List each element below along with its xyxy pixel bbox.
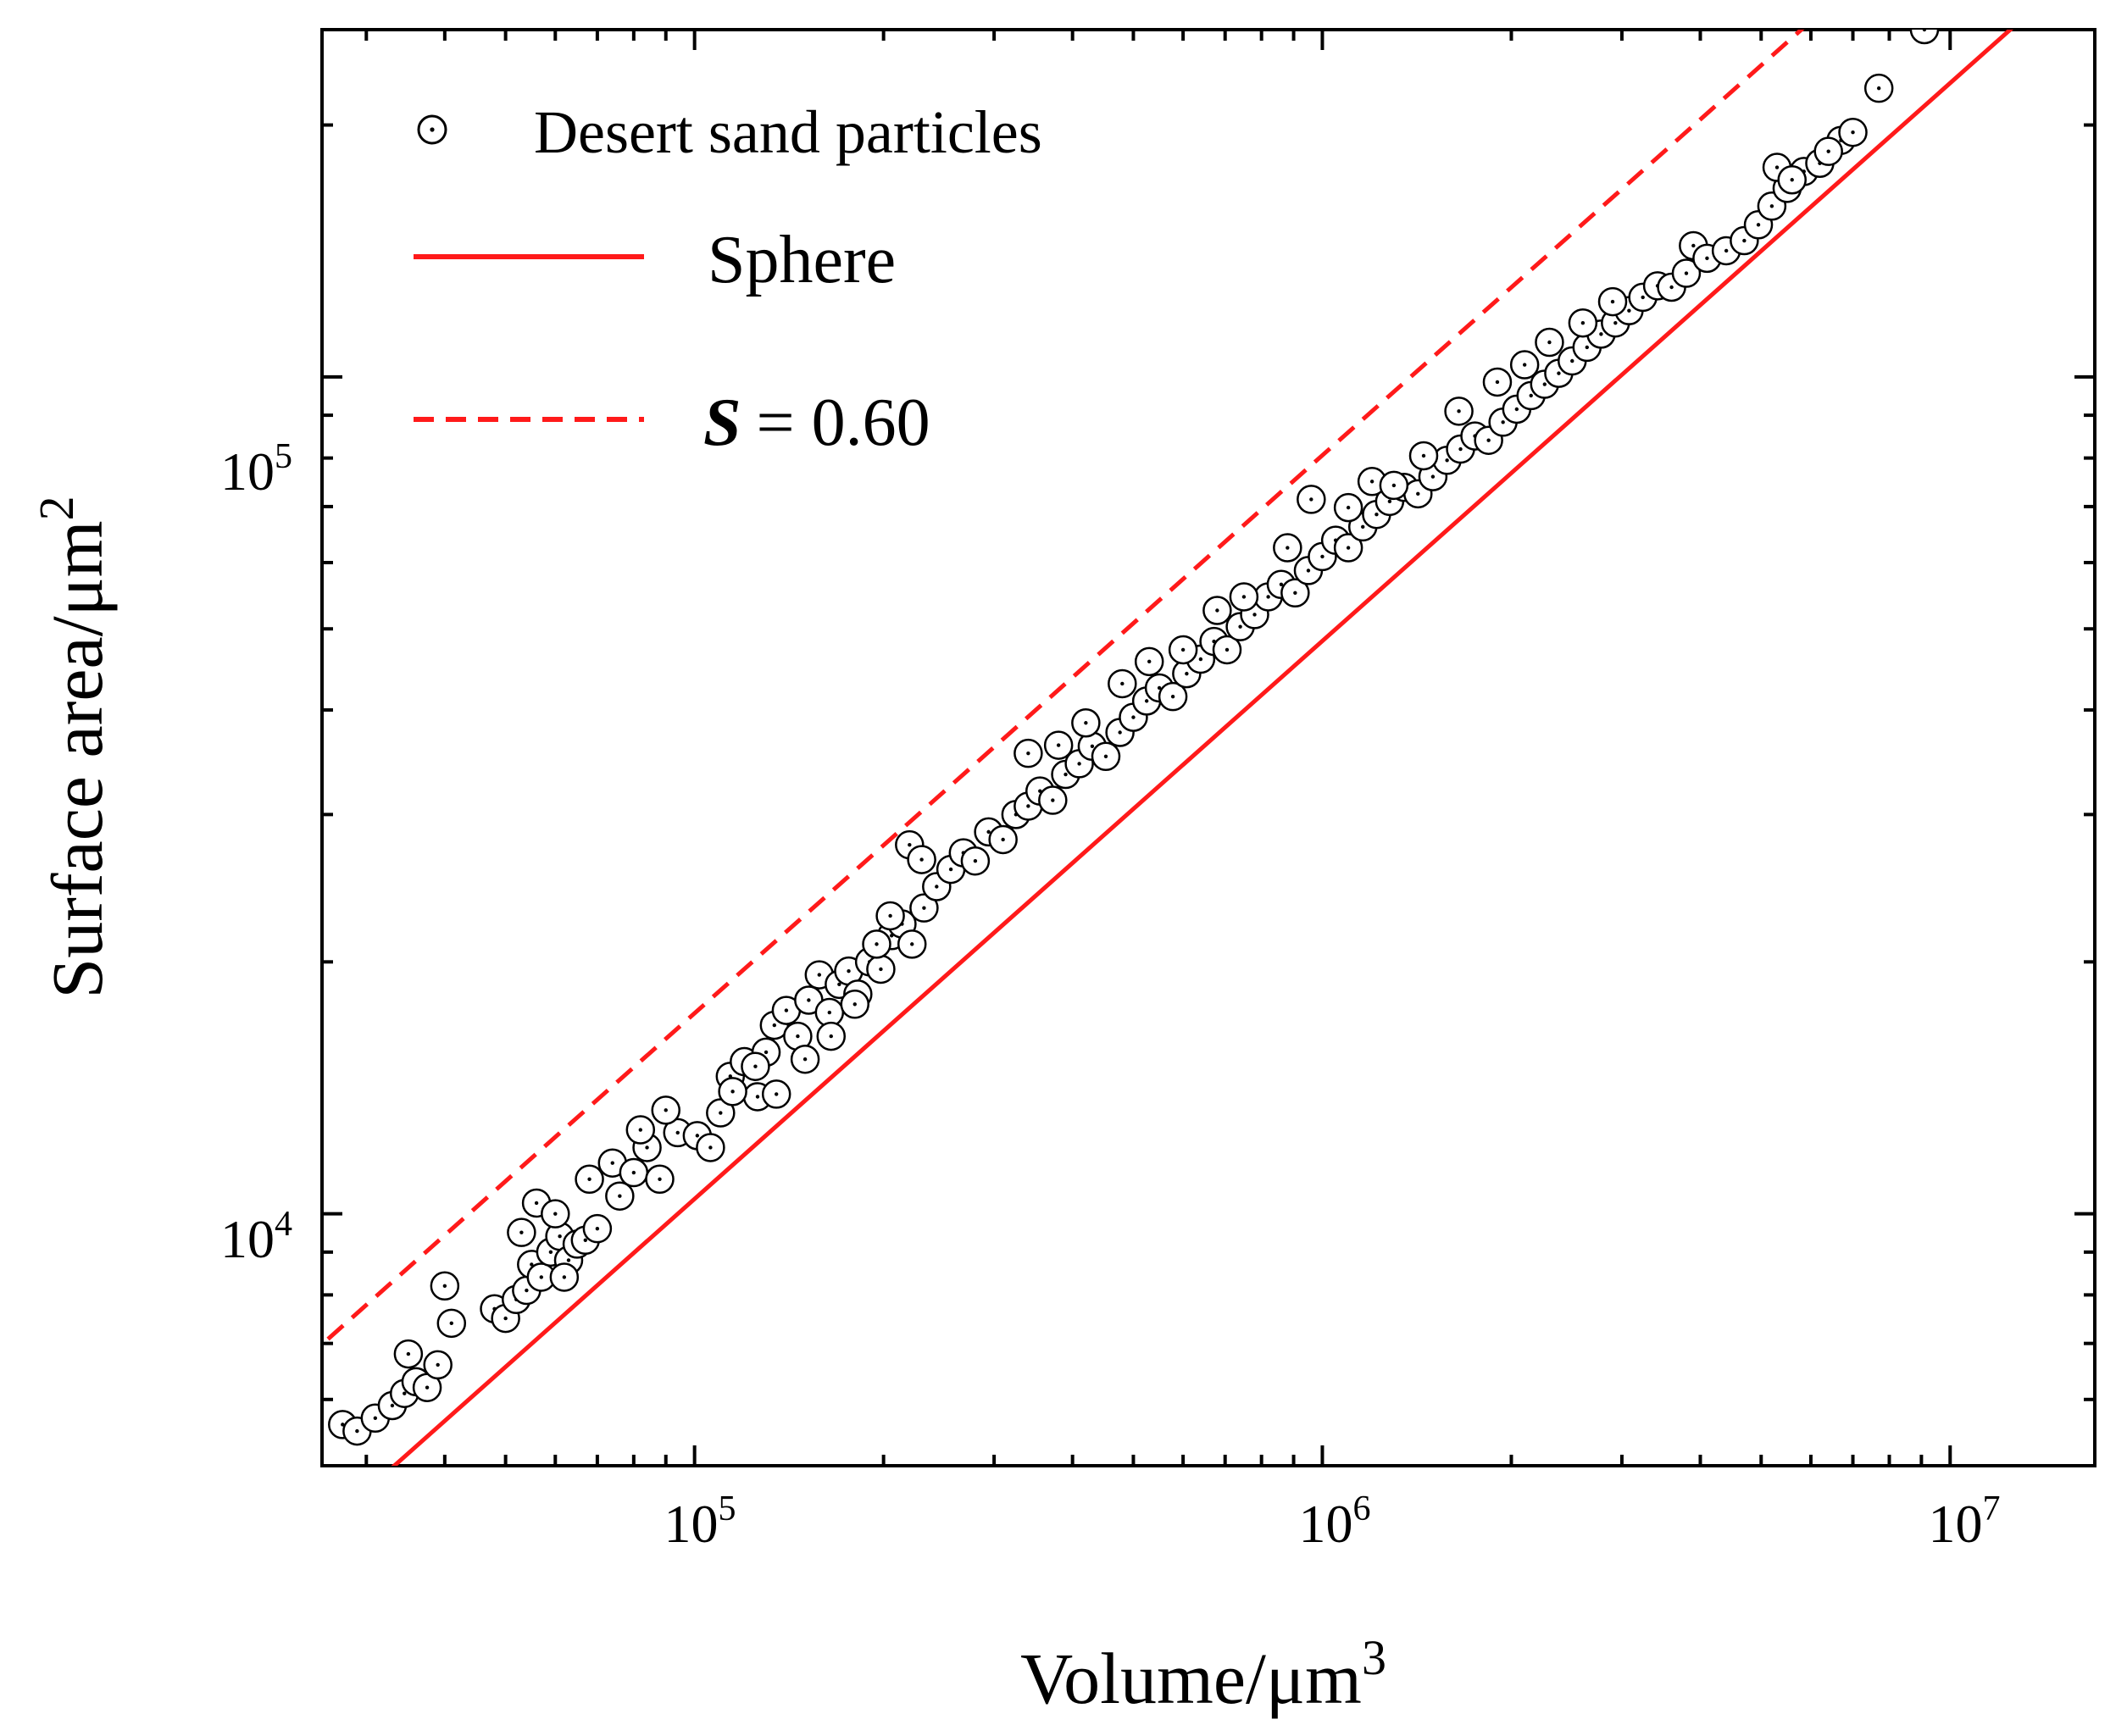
data-point [1158,681,1188,712]
data-point [1229,582,1259,612]
data-point [907,845,936,874]
data-point [597,1148,628,1178]
data-point [1568,308,1598,338]
minor-ticks [322,30,2095,1467]
data-point [619,1157,649,1188]
data-point [625,1115,656,1145]
data-point [816,1021,847,1051]
data-point [1273,533,1302,563]
data-point [1974,0,2002,18]
data-point [1297,485,1326,514]
x-tick-label-1e7: 107 [1929,1489,2001,1554]
data-point [1333,492,1363,523]
x-tick-label-1e6: 106 [1299,1489,1371,1554]
x-tick-label-1e5: 105 [664,1489,736,1554]
data-point [866,954,896,984]
data-point [1597,286,1628,317]
data-point [393,1339,424,1369]
data-point [960,846,991,876]
legend-label-desert-sand: Desert sand particles [534,98,1042,166]
legend-label-sphere: Sphere [708,223,896,297]
data-point [1280,578,1310,608]
data-point [430,1271,460,1301]
data-point [1984,0,2011,7]
data-point [1838,117,1868,147]
data-point [1777,164,1807,195]
data-point [1535,327,1564,358]
data-point [1509,350,1540,380]
y-axis-label: Surface area/μm2 [29,496,118,998]
x-axis-tick-labels: 105 106 107 [664,1489,2001,1554]
data-point [1043,730,1074,760]
data-point [1444,397,1474,426]
data-points [328,0,2011,1446]
data-point [423,1350,453,1380]
data-point [862,929,891,959]
data-point [1014,738,1043,768]
legend: Desert sand particles Sphere S = 0.60 [414,98,1042,460]
data-point [436,1308,467,1339]
data-point [988,824,1018,855]
data-point [741,1051,770,1081]
data-point [645,1164,675,1195]
s060-line [322,30,1805,1348]
data-point [549,1262,580,1292]
data-point [1482,367,1513,397]
data-point [1671,258,1702,288]
data-point [790,1044,820,1074]
plot-frame [320,28,2096,1467]
data-point [541,1199,570,1229]
data-point [507,1217,536,1247]
data-point [1168,635,1198,665]
data-point [1408,441,1439,471]
y-tick-label-1e5: 105 [220,437,292,502]
legend-marker-desert-sand [417,114,447,145]
y-axis-tick-labels: 104 105 [220,437,292,1269]
data-point [605,1181,635,1211]
data-point [1333,533,1363,563]
x-axis-label: Volume/μm3 [1020,1630,1386,1719]
data-point [1108,668,1137,699]
data-point [1863,73,1894,103]
legend-label-s060: S = 0.60 [703,385,930,460]
data-point [1091,741,1121,772]
y-tick-label-1e4: 104 [220,1205,292,1269]
data-point [909,893,939,923]
sphere-line [391,30,2013,1466]
data-point [897,929,927,959]
data-point [575,1164,604,1195]
data-point [582,1213,613,1244]
data-point [1813,136,1843,166]
data-point [1212,635,1242,665]
data-point [875,901,905,931]
data-point [1134,646,1164,677]
data-point [1202,596,1232,625]
data-point [1038,785,1068,815]
data-point [718,1077,747,1106]
data-point [1909,30,1940,45]
reference-lines [322,30,2013,1466]
major-ticks [322,30,2095,1466]
data-point [761,1079,791,1109]
data-point [840,990,870,1019]
data-point [1379,470,1409,501]
data-point [651,1095,680,1125]
data-point [696,1133,725,1162]
data-point [1071,707,1101,738]
